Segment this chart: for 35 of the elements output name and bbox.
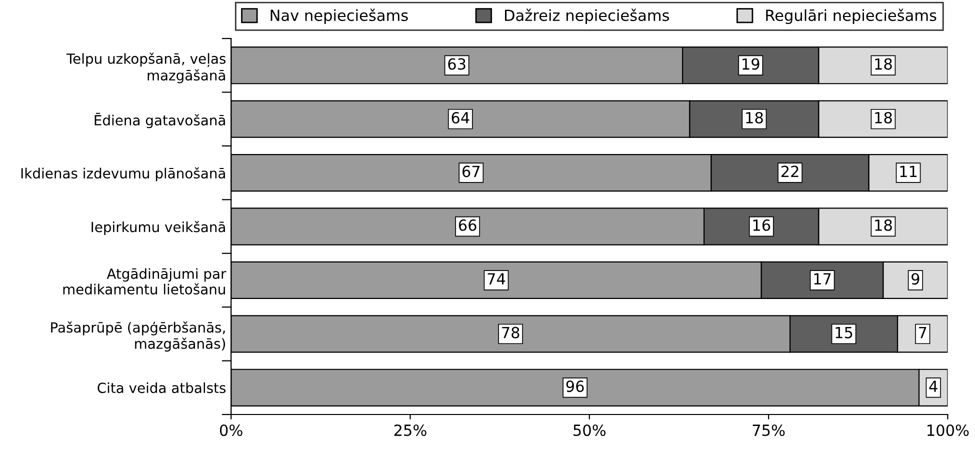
- data-label: 19: [742, 58, 760, 70]
- data-label: 18: [746, 112, 763, 124]
- y-tick-label: Pašaprūpē (apģērbšanās, mazgāšanās): [51, 321, 226, 352]
- data-label: 66: [458, 219, 476, 231]
- y-tick-label: Iepirkumu veikšanā: [92, 220, 225, 235]
- y-tick-label: Ikdienas izdevumu plānošanā: [21, 167, 225, 182]
- legend-label: Dažreiz nepieciešams: [505, 8, 670, 24]
- data-label: 4: [929, 380, 938, 392]
- data-label: 78: [502, 326, 520, 338]
- x-tick-label: 0%: [220, 424, 242, 436]
- legend-label: Regulāri nepieciešams: [766, 8, 936, 24]
- x-tick-label: 75%: [752, 424, 785, 436]
- data-label: 16: [753, 219, 770, 231]
- x-tick-label: 25%: [394, 424, 426, 436]
- data-label: 74: [488, 273, 506, 284]
- x-tick-label: 100%: [928, 424, 969, 436]
- data-label: 96: [566, 380, 584, 392]
- data-label: 67: [462, 166, 480, 178]
- data-label: 17: [814, 273, 831, 284]
- data-label: 15: [836, 327, 852, 338]
- data-label: 22: [781, 166, 798, 178]
- y-tick-label: Cita veida atbalsts: [98, 382, 226, 394]
- y-tick-label: Atgādinājumi par medikamentu lietošanu: [63, 268, 226, 295]
- data-label: 64: [452, 112, 470, 124]
- x-tick-label: 50%: [574, 424, 606, 436]
- data-label: 11: [900, 166, 917, 178]
- data-label: 18: [875, 58, 892, 70]
- y-tick-label: Ēdiena gatavošanā: [94, 112, 225, 128]
- data-label: 9: [912, 273, 920, 285]
- legend-label: Nav nepieciešams: [270, 8, 408, 24]
- data-label: 18: [875, 219, 892, 231]
- data-label: 63: [448, 58, 466, 70]
- data-label: 18: [875, 112, 892, 124]
- data-label: 7: [919, 327, 926, 338]
- y-tick-label: Telpu uzkopšanā, veļas mazgāšanā: [66, 52, 226, 84]
